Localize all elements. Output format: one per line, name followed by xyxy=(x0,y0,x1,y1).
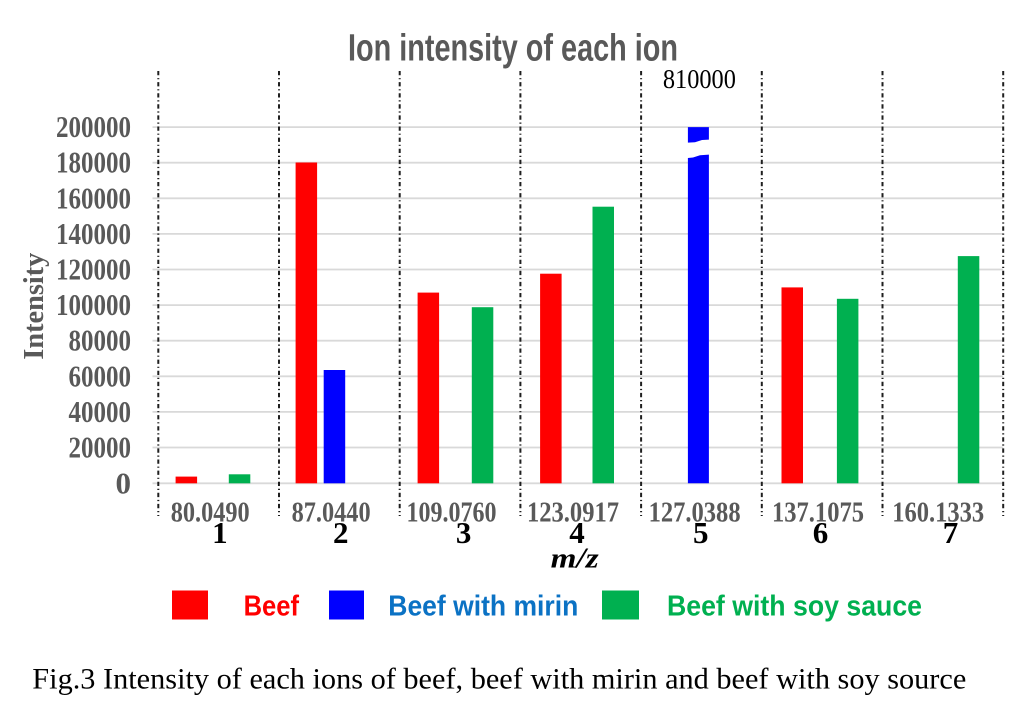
svg-text:3: 3 xyxy=(456,515,472,550)
svg-text:Beef with mirin: Beef with mirin xyxy=(388,591,578,623)
svg-text:180000: 180000 xyxy=(56,145,131,180)
svg-text:40000: 40000 xyxy=(69,394,132,429)
svg-text:120000: 120000 xyxy=(56,252,131,287)
svg-text:60000: 60000 xyxy=(69,358,132,393)
svg-text:20000: 20000 xyxy=(69,430,132,465)
svg-text:80.0490: 80.0490 xyxy=(171,497,250,529)
svg-text:Fig.3 Intensity of each ions o: Fig.3 Intensity of each ions of beef, be… xyxy=(32,663,966,696)
svg-text:160.1333: 160.1333 xyxy=(892,497,984,529)
svg-text:100000: 100000 xyxy=(56,287,131,322)
svg-text:80000: 80000 xyxy=(69,323,132,358)
svg-text:0: 0 xyxy=(116,465,132,500)
svg-text:160000: 160000 xyxy=(56,180,131,215)
svg-text:Beef with soy sauce: Beef with soy sauce xyxy=(667,591,922,623)
svg-text:1: 1 xyxy=(212,515,228,550)
svg-text:200000: 200000 xyxy=(56,109,131,144)
svg-text:109.0760: 109.0760 xyxy=(407,497,497,529)
svg-text:140000: 140000 xyxy=(56,216,131,251)
svg-text:127.0388: 127.0388 xyxy=(649,497,741,529)
svg-text:Ion intensity of each ion: Ion intensity of each ion xyxy=(348,28,678,70)
svg-text:87.0440: 87.0440 xyxy=(292,497,371,529)
svg-text:Beef: Beef xyxy=(244,591,300,623)
svg-text:4: 4 xyxy=(569,515,585,550)
svg-text:Intensity: Intensity xyxy=(18,252,50,359)
svg-text:7: 7 xyxy=(943,515,959,550)
svg-text:2: 2 xyxy=(333,515,349,550)
svg-text:6: 6 xyxy=(813,515,829,550)
svg-text:810000: 810000 xyxy=(663,64,736,94)
svg-text:5: 5 xyxy=(693,515,709,550)
svg-text:m/z: m/z xyxy=(551,543,600,575)
svg-text:123.0917: 123.0917 xyxy=(527,497,619,529)
svg-text:137.1075: 137.1075 xyxy=(772,497,864,529)
